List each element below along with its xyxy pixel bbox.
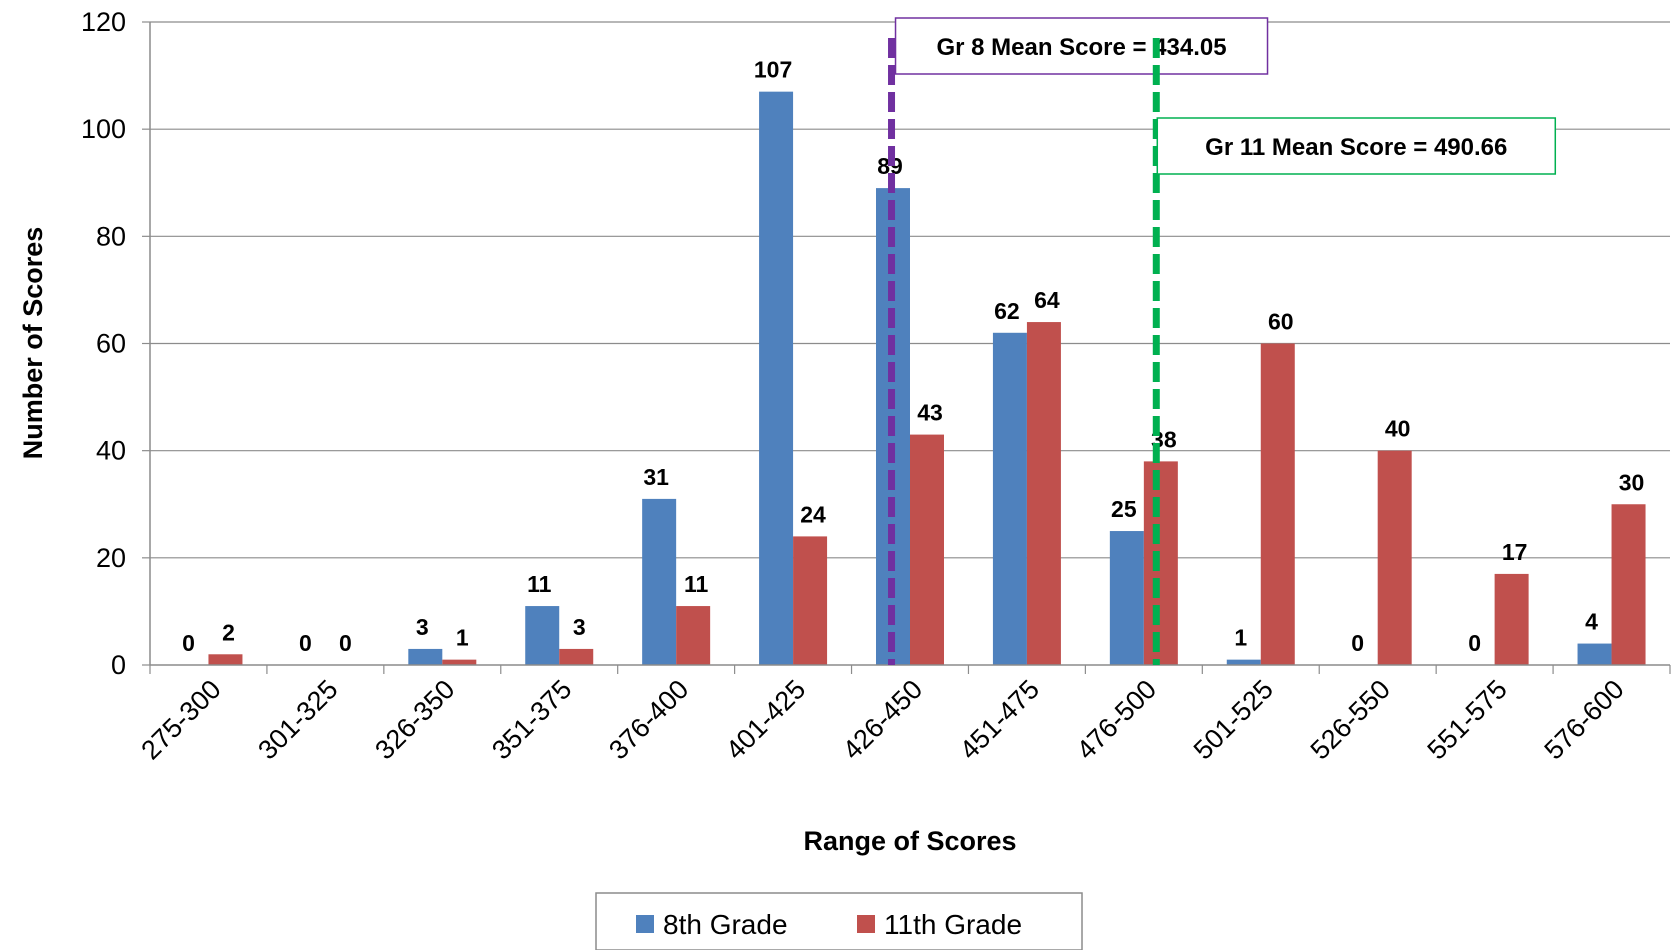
data-label-8th-grade-326-350: 3 [416, 614, 429, 640]
data-label-8th-grade-376-400: 31 [643, 464, 669, 490]
x-axis-title: Range of Scores [803, 826, 1016, 856]
data-label-11th-grade-576-600: 30 [1619, 469, 1645, 495]
y-tick-label-40: 40 [96, 436, 126, 466]
data-label-8th-grade-275-300: 0 [182, 630, 195, 656]
data-label-8th-grade-526-550: 0 [1351, 630, 1364, 656]
bar-11th-grade-476-500 [1143, 461, 1178, 665]
bar-8th-grade-576-600 [1577, 643, 1612, 665]
legend: 8th Grade 11th Grade [595, 892, 1083, 950]
x-tick-label-275-300: 275-300 [135, 674, 226, 765]
y-tick-label-80: 80 [96, 221, 126, 251]
data-label-11th-grade-275-300: 2 [222, 619, 235, 645]
x-tick-label-451-475: 451-475 [954, 674, 1045, 765]
data-label-8th-grade-301-325: 0 [299, 630, 312, 656]
data-label-8th-grade-501-525: 1 [1234, 625, 1247, 651]
x-tick-label-551-575: 551-575 [1422, 674, 1513, 765]
y-axis-ticks: 0 20 40 60 80 100 120 [81, 7, 150, 680]
data-label-8th-grade-576-600: 4 [1585, 609, 1598, 635]
data-label-11th-grade-401-425: 24 [800, 501, 826, 527]
bar-11th-grade-426-450 [910, 434, 944, 665]
data-label-11th-grade-326-350: 1 [456, 625, 469, 651]
data-label-8th-grade-451-475: 62 [994, 298, 1020, 324]
data-label-11th-grade-501-525: 60 [1268, 309, 1294, 335]
data-label-11th-grade-451-475: 64 [1034, 287, 1060, 313]
data-label-8th-grade-476-500: 25 [1111, 496, 1137, 522]
bar-8th-grade-476-500 [1109, 531, 1144, 665]
bar-11th-grade-326-350 [442, 659, 477, 665]
legend-label-8th-grade: 8th Grade [663, 909, 788, 940]
bar-11th-grade-501-525 [1260, 343, 1295, 665]
x-tick-label-426-450: 426-450 [837, 674, 928, 765]
mean-reference-lines: Gr 8 Mean Score = 434.05 Gr 11 Mean Score… [888, 17, 1557, 665]
mean-box-gr11 [1156, 117, 1557, 175]
mean-box-gr8 [894, 17, 1269, 75]
bar-8th-grade-351-375 [525, 606, 560, 665]
data-label-11th-grade-376-400: 11 [684, 571, 709, 597]
bar-11th-grade-401-425 [793, 536, 828, 665]
x-tick-label-351-375: 351-375 [486, 674, 577, 765]
mean-label-gr8: Gr 8 Mean Score = 434.05 [936, 34, 1226, 61]
bar-8th-grade-326-350 [408, 648, 443, 665]
bars [208, 91, 1646, 666]
bar-11th-grade-576-600 [1611, 504, 1646, 665]
x-tick-label-301-325: 301-325 [252, 674, 343, 765]
data-label-11th-grade-551-575: 17 [1502, 539, 1528, 565]
bar-11th-grade-376-400 [676, 606, 711, 665]
bar-11th-grade-351-375 [559, 648, 594, 665]
x-tick-label-476-500: 476-500 [1071, 674, 1162, 765]
y-axis-title: Number of Scores [18, 227, 48, 460]
mean-label-gr11: Gr 11 Mean Score = 490.66 [1205, 134, 1507, 161]
legend-box [595, 892, 1083, 950]
legend-label-11th-grade: 11th Grade [884, 909, 1022, 940]
x-axis-ticks: 275-300 301-325 326-350 351-375 376-400 401-4… [135, 665, 1671, 765]
bar-8th-grade-501-525 [1226, 659, 1261, 665]
axes [149, 22, 1670, 666]
bar-11th-grade-451-475 [1026, 322, 1061, 665]
bar-11th-grade-551-575 [1494, 573, 1529, 665]
y-tick-label-20: 20 [96, 543, 126, 573]
x-tick-label-326-350: 326-350 [369, 674, 460, 765]
x-tick-label-376-400: 376-400 [603, 674, 694, 765]
y-tick-label-120: 120 [81, 7, 126, 37]
y-tick-label-60: 60 [96, 329, 126, 359]
bar-8th-grade-451-475 [992, 332, 1027, 665]
bar-8th-grade-401-425 [759, 91, 794, 666]
data-label-11th-grade-301-325: 0 [339, 630, 352, 656]
data-label-11th-grade-426-450: 43 [917, 400, 943, 426]
y-tick-label-0: 0 [111, 650, 126, 680]
data-label-8th-grade-351-375: 11 [527, 571, 552, 597]
bar-11th-grade-526-550 [1377, 450, 1412, 665]
legend-swatch-11th-grade [857, 915, 875, 933]
x-tick-label-401-425: 401-425 [720, 674, 811, 765]
data-label-11th-grade-526-550: 40 [1385, 416, 1411, 442]
data-label-8th-grade-401-425: 107 [754, 57, 792, 83]
data-label-11th-grade-351-375: 3 [573, 614, 586, 640]
bar-8th-grade-376-400 [642, 498, 677, 665]
data-label-8th-grade-551-575: 0 [1468, 630, 1481, 656]
legend-swatch-8th-grade [636, 915, 654, 933]
x-tick-label-576-600: 576-600 [1538, 674, 1629, 765]
x-tick-label-526-550: 526-550 [1305, 674, 1396, 765]
x-tick-label-501-525: 501-525 [1188, 674, 1279, 765]
y-tick-label-100: 100 [81, 114, 126, 144]
bar-11th-grade-275-300 [208, 654, 243, 665]
